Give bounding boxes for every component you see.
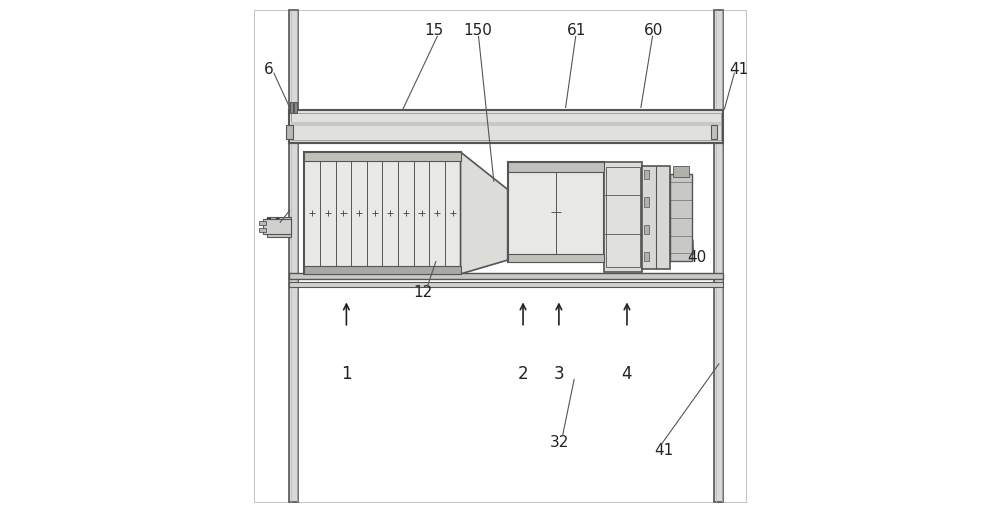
Text: 11: 11 — [264, 218, 283, 233]
Bar — [644, 252, 649, 261]
Bar — [294, 102, 297, 113]
Bar — [714, 10, 723, 502]
Text: 15: 15 — [424, 23, 443, 38]
Bar — [673, 166, 689, 177]
Text: 2: 2 — [518, 365, 528, 383]
Bar — [289, 273, 723, 279]
Text: 3: 3 — [554, 365, 564, 383]
Bar — [263, 219, 291, 234]
Bar — [642, 166, 670, 269]
Bar — [508, 254, 604, 262]
Bar — [711, 125, 717, 139]
Text: 60: 60 — [644, 23, 663, 38]
Bar — [304, 266, 461, 274]
Bar — [286, 125, 293, 139]
Text: 150: 150 — [463, 23, 492, 38]
Bar — [606, 167, 640, 267]
Polygon shape — [461, 152, 508, 274]
Bar — [289, 110, 723, 143]
Bar — [259, 228, 266, 232]
Text: 41: 41 — [654, 443, 673, 458]
Bar — [289, 282, 723, 287]
Text: 32: 32 — [550, 435, 570, 451]
Text: 61: 61 — [567, 23, 586, 38]
Bar — [304, 152, 461, 274]
Bar — [291, 113, 721, 140]
Bar — [508, 162, 604, 172]
Bar — [644, 170, 649, 179]
Bar — [289, 10, 298, 502]
Text: 41: 41 — [729, 61, 748, 77]
Bar — [291, 122, 721, 126]
Bar — [644, 197, 649, 206]
Bar — [304, 152, 461, 161]
Text: 4: 4 — [622, 365, 632, 383]
Text: 1: 1 — [341, 365, 352, 383]
Bar — [644, 225, 649, 234]
Bar — [604, 162, 642, 272]
Bar — [670, 174, 692, 261]
Text: 6: 6 — [264, 61, 273, 77]
Text: 40: 40 — [687, 249, 707, 265]
Bar — [259, 221, 266, 225]
Bar — [267, 217, 291, 237]
Bar — [290, 102, 293, 113]
Text: 12: 12 — [414, 285, 433, 301]
Bar — [508, 162, 604, 262]
